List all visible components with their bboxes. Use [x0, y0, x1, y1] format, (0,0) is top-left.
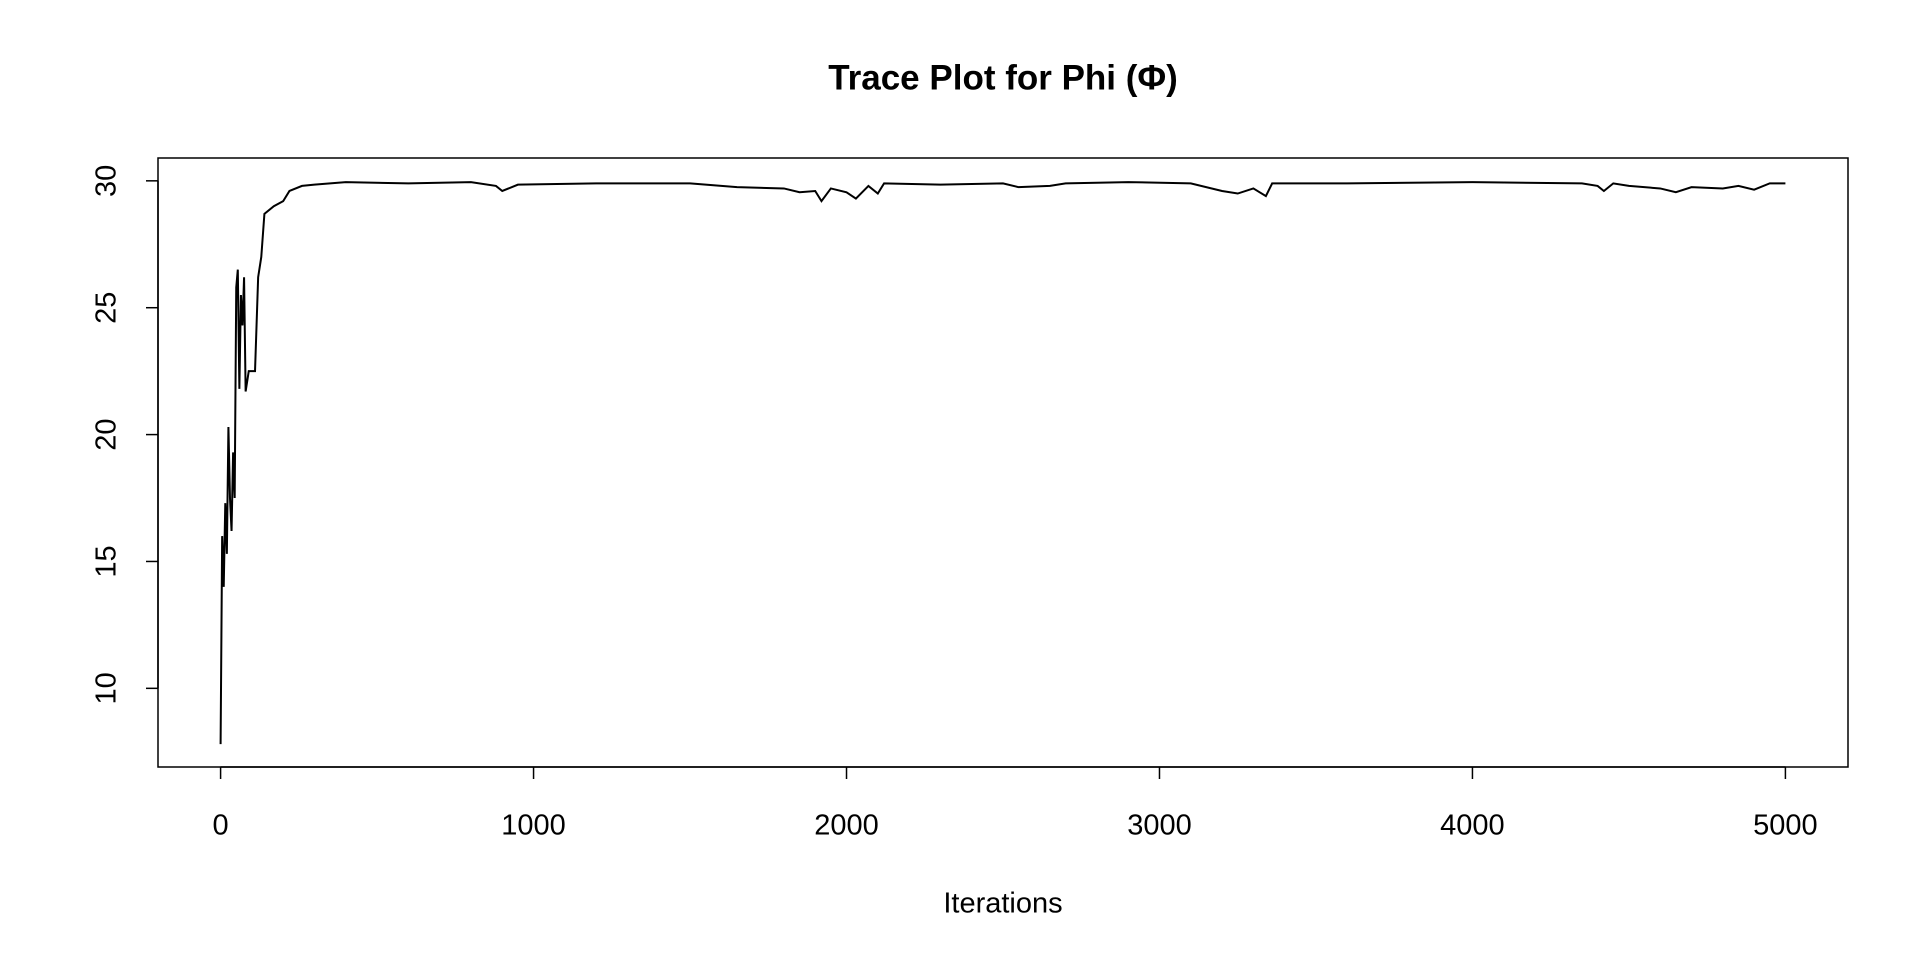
y-tick-label: 15 [91, 545, 123, 577]
y-tick-label: 10 [91, 672, 123, 704]
y-tick-label: 25 [91, 292, 123, 324]
x-tick-label: 2000 [814, 810, 879, 842]
y-tick-label: 20 [91, 418, 123, 450]
x-tick-label: 0 [213, 810, 229, 842]
chart-title: Trace Plot for Phi (Φ) [828, 58, 1178, 97]
x-axis-label: Iterations [943, 888, 1062, 920]
x-tick-label: 4000 [1440, 810, 1505, 842]
x-tick-label: 1000 [501, 810, 566, 842]
y-tick-label: 30 [91, 165, 123, 197]
trace-line [219, 181, 1786, 745]
x-tick-label: 3000 [1127, 810, 1192, 842]
x-tick-label: 5000 [1753, 810, 1818, 842]
plot-frame [157, 157, 1849, 768]
